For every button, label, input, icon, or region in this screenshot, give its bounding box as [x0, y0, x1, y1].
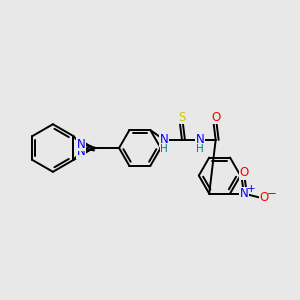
Text: S: S: [178, 111, 186, 124]
Text: O: O: [211, 111, 220, 124]
Text: H: H: [78, 138, 85, 148]
Text: O: O: [259, 191, 268, 204]
Text: O: O: [239, 166, 248, 179]
Text: H: H: [196, 144, 204, 154]
Text: N: N: [77, 138, 86, 151]
Text: −: −: [267, 187, 277, 200]
Text: H: H: [160, 144, 168, 154]
Text: N: N: [239, 187, 248, 200]
Text: N: N: [195, 134, 204, 146]
Text: +: +: [247, 184, 255, 194]
Text: N: N: [160, 134, 169, 146]
Text: N: N: [77, 146, 86, 158]
